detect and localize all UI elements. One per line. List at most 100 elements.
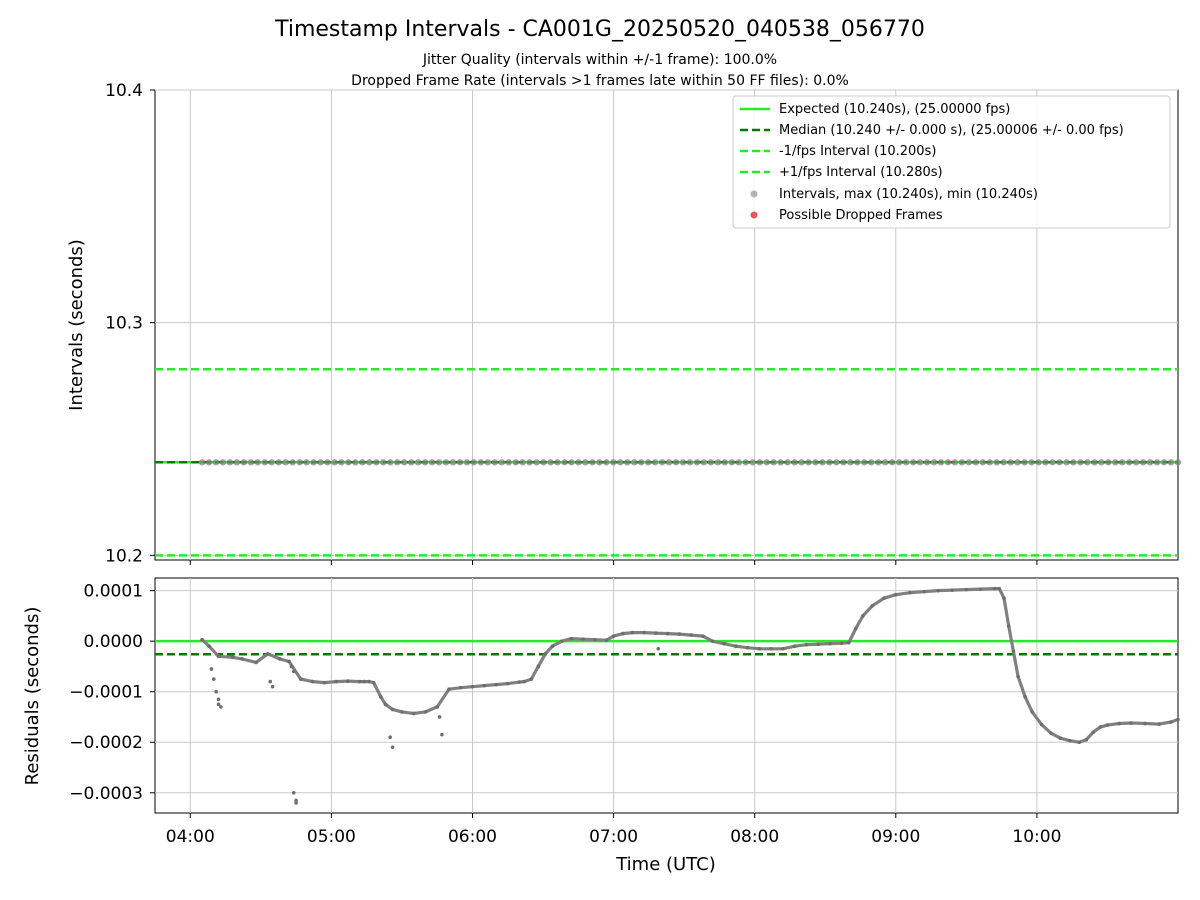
residual-point-74 <box>978 587 983 591</box>
residual-point-79 <box>1011 649 1016 654</box>
residuals-y-tick-label-1: 0.0000 <box>84 632 143 652</box>
residual-point-52 <box>722 641 726 646</box>
interval-point-8 <box>254 459 262 466</box>
residual-point-6 <box>266 652 270 656</box>
residual-point-28 <box>482 683 487 688</box>
residual-point-43 <box>621 631 625 636</box>
x-tick-label-4: 08:00 <box>730 827 779 847</box>
interval-point-17 <box>317 459 324 466</box>
x-tick-label-5: 09:00 <box>871 827 920 847</box>
residual-point-17 <box>371 680 376 685</box>
residuals-x-ticks: 04:00 05:00 06:00 07:00 08:00 09:00 10:00 <box>166 813 1061 847</box>
residual-point-30 <box>505 681 510 686</box>
interval-point-107 <box>944 459 952 466</box>
residual-point-23 <box>423 710 428 714</box>
residual-point-12 <box>334 679 338 684</box>
interval-point-48 <box>533 459 540 466</box>
interval-point-135 <box>1139 459 1147 466</box>
residuals-y-tick-label-2: −0.0001 <box>69 683 143 703</box>
residual-point-83 <box>1039 722 1044 727</box>
residual-point-58 <box>792 644 797 649</box>
interval-point-70 <box>686 459 694 466</box>
residual-point-71 <box>936 588 940 593</box>
interval-point-45 <box>512 459 519 466</box>
interval-point-57 <box>596 459 603 466</box>
residual-point-41 <box>604 638 609 642</box>
legend-label-expected: Expected (10.240s), (25.00000 fps) <box>779 102 1010 117</box>
residual-point-61 <box>828 641 832 646</box>
residual-point-90 <box>1098 725 1103 729</box>
residuals-y-tick-label-4: −0.0003 <box>69 784 143 804</box>
interval-point-40 <box>477 459 485 466</box>
interval-point-131 <box>1112 459 1119 466</box>
residual-outlier-4 <box>216 702 221 707</box>
chart-subtitle-dropped: Dropped Frame Rate (intervals >1 frames … <box>351 73 849 89</box>
x-tick-label-3: 07:00 <box>589 827 638 847</box>
interval-point-93 <box>847 459 854 466</box>
residual-point-33 <box>529 677 534 681</box>
interval-point-90 <box>826 459 833 466</box>
interval-point-20 <box>338 459 345 466</box>
residual-point-11 <box>322 680 327 685</box>
interval-point-46 <box>519 459 526 466</box>
interval-point-54 <box>575 459 582 466</box>
interval-point-132 <box>1119 459 1126 466</box>
interval-point-9 <box>261 459 268 466</box>
residual-point-26 <box>458 685 463 690</box>
interval-point-0 <box>198 459 206 466</box>
interval-point-36 <box>449 459 457 466</box>
interval-point-101 <box>902 459 910 466</box>
interval-point-42 <box>491 459 499 466</box>
interval-point-51 <box>554 459 561 466</box>
residual-point-47 <box>665 631 670 636</box>
residual-outlier-17 <box>656 646 661 651</box>
residual-point-5 <box>254 660 258 665</box>
interval-point-30 <box>407 459 415 466</box>
interval-point-27 <box>387 459 394 466</box>
interval-point-115 <box>1000 459 1007 466</box>
residual-point-62 <box>839 641 844 645</box>
interval-point-105 <box>930 459 938 466</box>
legend-swatch-intervals <box>750 190 758 198</box>
residual-point-21 <box>400 710 404 714</box>
interval-point-74 <box>714 459 722 466</box>
interval-point-29 <box>400 459 408 466</box>
x-tick-label-6: 10:00 <box>1012 827 1061 847</box>
residual-point-76 <box>997 586 1002 591</box>
residual-point-32 <box>522 679 527 684</box>
interval-point-66 <box>658 459 666 466</box>
residual-point-19 <box>383 702 388 707</box>
residual-point-9 <box>299 677 303 681</box>
residual-point-59 <box>804 642 809 647</box>
residual-outlier-16 <box>440 732 444 737</box>
residual-point-78 <box>1006 624 1011 628</box>
interval-point-140 <box>1174 459 1182 466</box>
residual-point-27 <box>470 684 475 689</box>
interval-point-111 <box>972 459 980 466</box>
residual-point-34 <box>536 664 541 669</box>
interval-point-104 <box>923 459 931 466</box>
x-tick-label-2: 06:00 <box>448 827 497 847</box>
interval-point-82 <box>770 459 777 466</box>
interval-point-24 <box>366 459 373 466</box>
legend-label-dropped: Possible Dropped Frames <box>779 208 943 223</box>
residual-point-3 <box>230 655 235 660</box>
residual-point-15 <box>362 679 367 684</box>
intervals-points <box>198 459 1182 466</box>
residual-point-91 <box>1105 723 1110 727</box>
residual-point-35 <box>543 652 548 656</box>
residual-point-7 <box>277 657 282 661</box>
residual-point-49 <box>689 633 693 637</box>
interval-point-100 <box>895 459 903 466</box>
interval-point-35 <box>442 459 450 466</box>
residual-point-56 <box>769 646 773 651</box>
interval-point-50 <box>547 459 554 466</box>
interval-point-34 <box>435 459 443 466</box>
residual-outlier-15 <box>437 715 442 719</box>
interval-point-75 <box>721 459 729 466</box>
interval-point-88 <box>812 459 819 466</box>
residual-point-70 <box>922 589 926 594</box>
interval-point-12 <box>282 459 289 466</box>
interval-point-32 <box>421 459 429 466</box>
